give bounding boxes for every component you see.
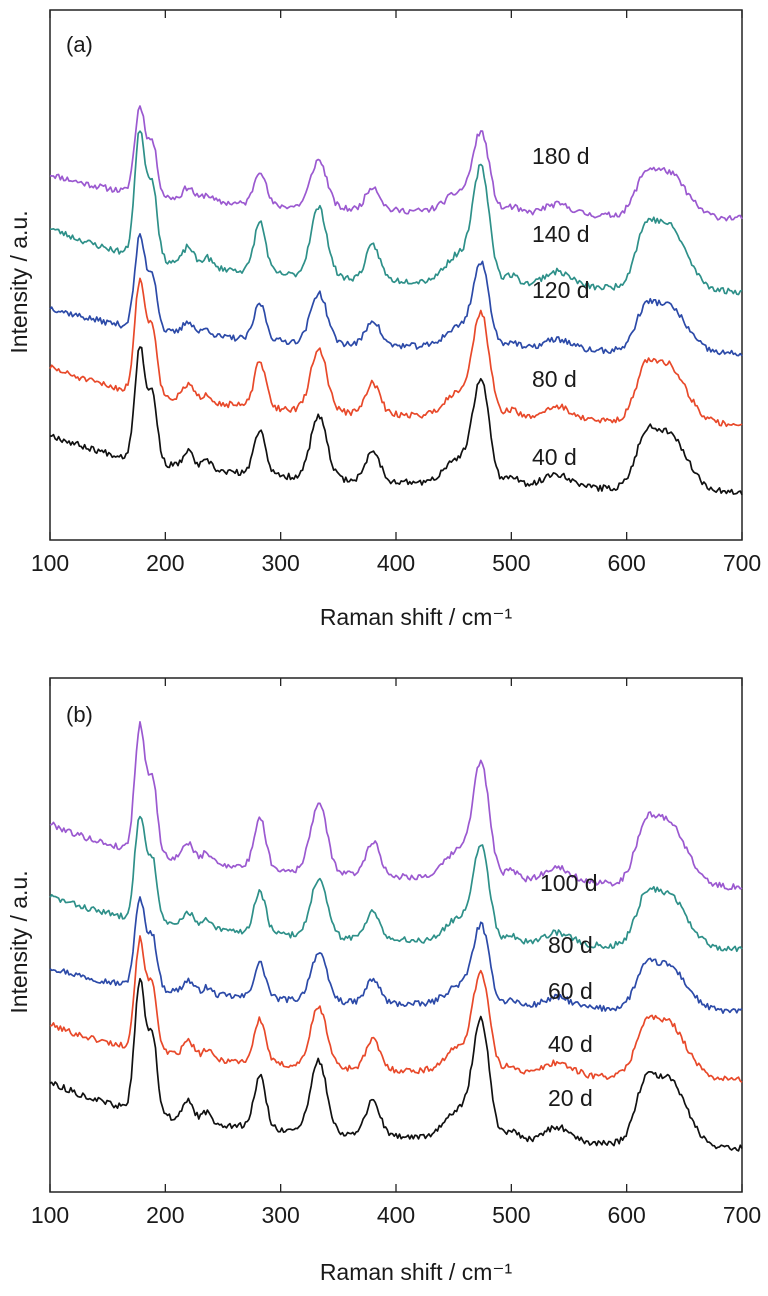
series-line-140d	[50, 130, 743, 296]
series-line-180d	[49, 105, 743, 222]
x-tick-label: 300	[261, 1202, 299, 1228]
chart-panel-b: 100 200 300 400 500 600 700 Raman shift / cm⁻¹ I…	[6, 677, 761, 1285]
series-label: 140 d	[532, 221, 590, 247]
y-axis-title: Intensity / a.u.	[6, 870, 32, 1013]
series-label: 100 d	[540, 870, 598, 896]
series-label: 120 d	[532, 277, 590, 303]
x-tick-label: 500	[492, 1202, 530, 1228]
series-label: 60 d	[548, 978, 593, 1004]
series-line-60d	[49, 896, 743, 1014]
series-line-80d	[49, 277, 743, 428]
series-line-40d	[49, 346, 743, 496]
x-tick-label: 700	[723, 1202, 761, 1228]
x-tick-label: 200	[146, 1202, 184, 1228]
plot-frame	[49, 9, 743, 541]
series-label: 180 d	[532, 143, 590, 169]
x-tick-label: 100	[31, 550, 69, 576]
series-label: 20 d	[548, 1085, 593, 1111]
series-label: 80 d	[532, 366, 577, 392]
x-tick-label: 500	[492, 550, 530, 576]
x-tick-label: 200	[146, 550, 184, 576]
x-axis-title: Raman shift / cm⁻¹	[320, 604, 513, 630]
x-axis-title: Raman shift / cm⁻¹	[320, 1259, 513, 1285]
series-line-80d	[49, 815, 743, 953]
series-label: 40 d	[548, 1031, 593, 1057]
series-line-100d	[49, 721, 743, 891]
series-line-20d	[49, 977, 743, 1152]
series-label: 80 d	[548, 932, 593, 958]
series-line-40d	[49, 935, 743, 1084]
x-tick-label: 400	[377, 550, 415, 576]
series-label: 40 d	[532, 444, 577, 470]
x-tick-label: 600	[607, 550, 645, 576]
x-tick-label: 400	[377, 1202, 415, 1228]
x-tick-label: 100	[31, 1202, 69, 1228]
x-tick-label: 300	[261, 550, 299, 576]
panel-label: (b)	[66, 702, 93, 727]
chart-panel-a: 100 200 300 400 500 600 700 Raman shift / cm⁻¹ I…	[6, 9, 761, 630]
x-tick-label: 600	[607, 1202, 645, 1228]
x-tick-label: 700	[723, 550, 761, 576]
panel-label: (a)	[66, 32, 93, 57]
y-axis-title: Intensity / a.u.	[6, 210, 32, 353]
series-line-120d	[49, 233, 743, 357]
